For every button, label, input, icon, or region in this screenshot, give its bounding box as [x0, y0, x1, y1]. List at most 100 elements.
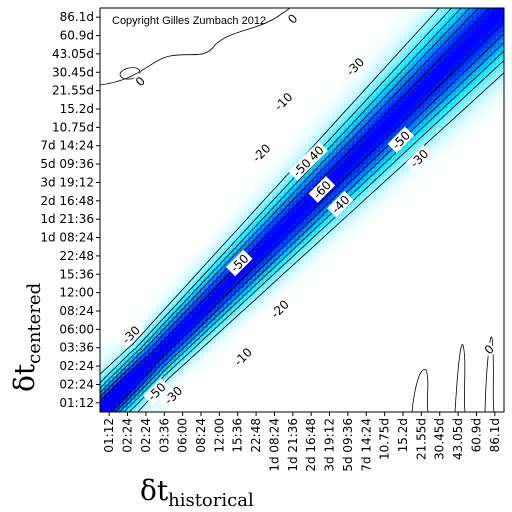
heatmap-cell — [108, 352, 113, 357]
heatmap-cell — [228, 248, 233, 253]
heatmap-cell — [288, 208, 293, 213]
heatmap-cell — [176, 276, 181, 281]
heatmap-cell — [288, 184, 293, 189]
heatmap-cell — [108, 288, 113, 293]
heatmap-cell — [160, 32, 165, 37]
heatmap-cell — [148, 116, 153, 121]
heatmap-cell — [168, 68, 173, 73]
heatmap-cell — [128, 204, 133, 209]
heatmap-cell — [252, 32, 257, 37]
heatmap-cell — [248, 308, 253, 313]
heatmap-cell — [116, 108, 121, 113]
heatmap-cell — [168, 376, 173, 381]
heatmap-cell — [176, 236, 181, 241]
heatmap-cell — [256, 72, 261, 77]
heatmap-cell — [220, 124, 225, 129]
heatmap-cell — [104, 360, 109, 365]
heatmap-cell — [112, 68, 117, 73]
heatmap-cell — [200, 204, 205, 209]
heatmap-cell — [184, 228, 189, 233]
heatmap-cell — [144, 48, 149, 53]
heatmap-cell — [112, 148, 117, 153]
heatmap-cell — [268, 188, 273, 193]
heatmap-cell — [180, 408, 185, 412]
heatmap-cell — [136, 256, 141, 261]
heatmap-cell — [248, 340, 253, 345]
heatmap-cell — [184, 116, 189, 121]
heatmap-cell — [156, 252, 161, 257]
heatmap-cell — [160, 144, 165, 149]
heatmap-cell — [292, 252, 297, 257]
heatmap-cell — [292, 308, 297, 313]
heatmap-cell — [220, 16, 225, 21]
heatmap-cell — [240, 140, 245, 145]
heatmap-cell — [104, 304, 109, 309]
heatmap-cell — [204, 60, 209, 65]
heatmap-cell — [256, 200, 261, 205]
heatmap-cell — [148, 324, 153, 329]
heatmap-cell — [260, 188, 265, 193]
heatmap-cell — [188, 160, 193, 165]
heatmap-cell — [204, 340, 209, 345]
heatmap-cell — [176, 336, 181, 341]
heatmap-cell — [232, 52, 237, 57]
heatmap-cell — [108, 272, 113, 277]
heatmap-cell — [260, 72, 265, 77]
heatmap-cell — [176, 76, 181, 81]
heatmap-cell — [100, 96, 105, 101]
heatmap-cell — [224, 96, 229, 101]
heatmap-cell — [256, 124, 261, 129]
heatmap-cell — [212, 212, 217, 217]
heatmap-cell — [160, 56, 165, 61]
heatmap-cell — [132, 116, 137, 121]
heatmap-cell — [128, 296, 133, 301]
heatmap-cell — [252, 84, 257, 89]
heatmap-cell — [248, 204, 253, 209]
heatmap-cell — [168, 76, 173, 81]
heatmap-cell — [168, 248, 173, 253]
heatmap-cell — [252, 324, 257, 329]
heatmap-cell — [152, 200, 157, 205]
heatmap-cell — [136, 344, 141, 349]
heatmap-cell — [264, 408, 269, 412]
heatmap-cell — [104, 356, 109, 361]
heatmap-cell — [216, 368, 221, 373]
heatmap-cell — [288, 272, 293, 277]
heatmap-cell — [148, 48, 153, 53]
heatmap-cell — [144, 68, 149, 73]
heatmap-cell — [264, 84, 269, 89]
heatmap-cell — [192, 212, 197, 217]
heatmap-cell — [104, 144, 109, 149]
heatmap-cell — [208, 388, 213, 393]
heatmap-cell — [120, 392, 125, 397]
heatmap-cell — [240, 376, 245, 381]
heatmap-cell — [256, 120, 261, 125]
heatmap-cell — [160, 124, 165, 129]
heatmap-cell — [168, 80, 173, 85]
heatmap-cell — [160, 220, 165, 225]
heatmap-cell — [184, 320, 189, 325]
heatmap-cell — [276, 272, 281, 277]
heatmap-cell — [284, 44, 289, 49]
heatmap-cell — [292, 32, 297, 37]
heatmap-cell — [108, 168, 113, 173]
heatmap-cell — [108, 192, 113, 197]
heatmap-cell — [244, 404, 249, 409]
heatmap-cell — [272, 224, 277, 229]
heatmap-cell — [180, 380, 185, 385]
heatmap-cell — [112, 52, 117, 57]
heatmap-cell — [204, 92, 209, 97]
heatmap-cell — [212, 272, 217, 277]
heatmap-cell — [216, 140, 221, 145]
heatmap-cell — [244, 204, 249, 209]
heatmap-cell — [132, 176, 137, 181]
heatmap-cell — [164, 128, 169, 133]
heatmap-cell — [200, 160, 205, 165]
heatmap-cell — [192, 392, 197, 397]
heatmap-cell — [160, 244, 165, 249]
heatmap-cell — [160, 224, 165, 229]
heatmap-cell — [148, 364, 153, 369]
heatmap-cell — [284, 12, 289, 17]
heatmap-cell — [160, 216, 165, 221]
heatmap-cell — [176, 200, 181, 205]
